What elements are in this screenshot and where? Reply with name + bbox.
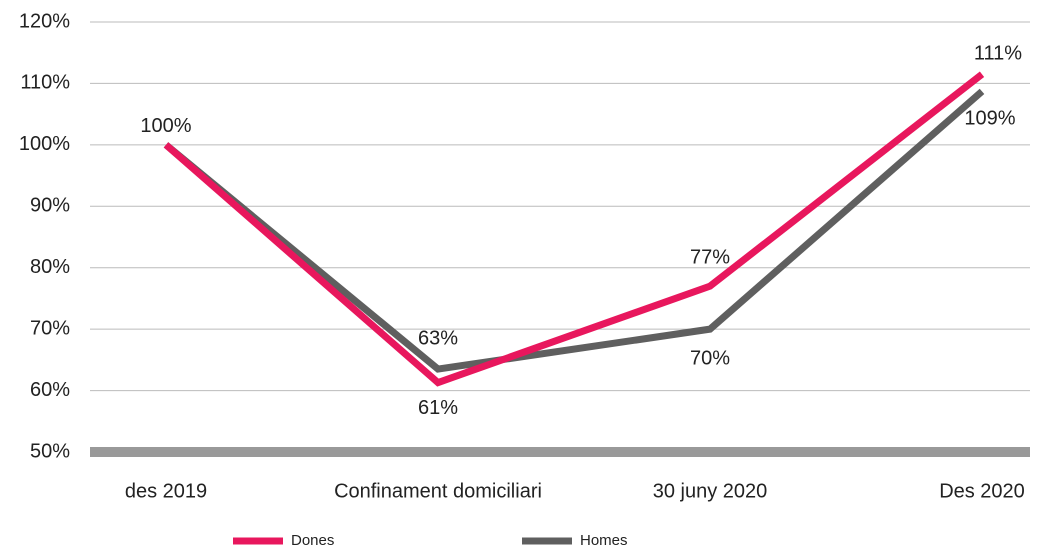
data-label: 63%: [418, 327, 458, 349]
y-tick-label: 50%: [30, 440, 70, 462]
series-line: [163, 88, 985, 373]
series-line: [163, 71, 985, 387]
y-tick-label: 120%: [19, 10, 70, 32]
x-tick-label: des 2019: [125, 480, 207, 502]
y-tick-label: 60%: [30, 379, 70, 401]
x-tick-label: 30 juny 2020: [653, 480, 768, 502]
data-label: 61%: [418, 397, 458, 419]
y-tick-label: 90%: [30, 195, 70, 217]
y-tick-label: 110%: [20, 72, 70, 94]
y-tick-label: 70%: [30, 317, 70, 339]
data-label: 100%: [140, 115, 191, 137]
x-tick-label: Des 2020: [939, 480, 1025, 502]
y-tick-label: 100%: [19, 133, 70, 155]
x-tick-label: Confinament domiciliari: [334, 480, 542, 502]
legend-label: Dones: [291, 532, 334, 549]
y-tick-label: 80%: [30, 256, 70, 278]
data-label: 77%: [690, 246, 730, 268]
data-label: 109%: [964, 108, 1015, 130]
data-label: 111%: [974, 42, 1022, 64]
data-label: 70%: [690, 347, 730, 369]
legend-label: Homes: [580, 532, 628, 549]
